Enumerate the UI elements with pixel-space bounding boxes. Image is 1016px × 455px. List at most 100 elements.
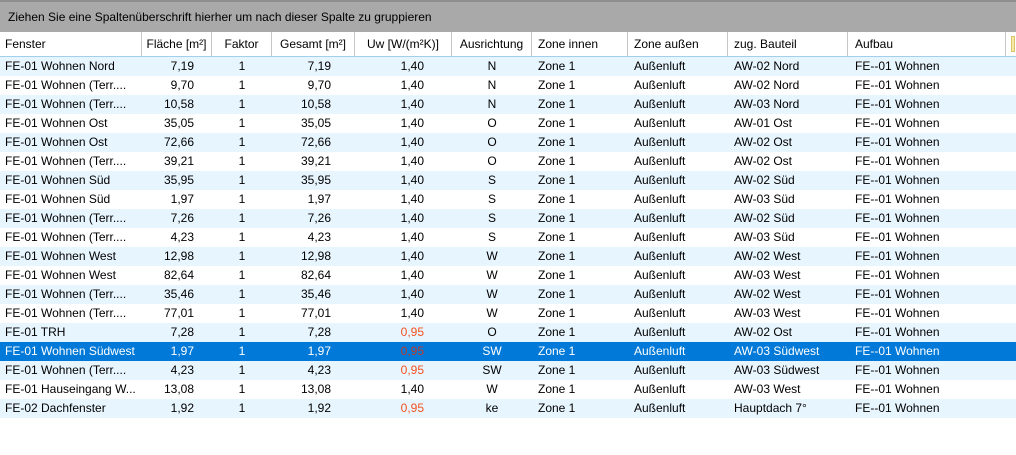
cell-bauteil[interactable]: Hauptdach 7° — [734, 401, 807, 415]
cell-aufbau[interactable]: FE--01 Wohnen — [855, 211, 940, 225]
cell-faktor[interactable]: 1 — [238, 268, 246, 282]
cell-flaeche[interactable]: 12,98 — [163, 249, 194, 263]
cell-flaeche[interactable]: 35,05 — [163, 116, 194, 130]
cell-zone_innen[interactable]: Zone 1 — [538, 230, 576, 244]
table-row[interactable]: FE-01 Wohnen West 82,64 1 82,64 1,40 W Zone 1 A… — [0, 266, 1016, 285]
cell-faktor[interactable]: 1 — [238, 97, 246, 111]
cell-bauteil[interactable]: AW-02 Ost — [734, 135, 793, 149]
table-row[interactable]: FE-01 Wohnen (Terr.... 4,23 1 4,23 1,40 S Zone… — [0, 228, 1016, 247]
cell-ausrichtung[interactable]: W — [486, 382, 498, 396]
cell-zone_innen[interactable]: Zone 1 — [538, 382, 576, 396]
cell-ausrichtung[interactable]: S — [487, 192, 496, 206]
cell-aufbau[interactable]: FE--01 Wohnen — [855, 173, 940, 187]
cell-fenster[interactable]: FE-01 Wohnen Süd — [5, 192, 111, 206]
column-header-faktor[interactable]: Faktor — [212, 32, 272, 56]
cell-zone_innen[interactable]: Zone 1 — [538, 363, 576, 377]
cell-bauteil[interactable]: AW-03 Nord — [734, 97, 800, 111]
cell-faktor[interactable]: 1 — [238, 230, 246, 244]
cell-zone_innen[interactable]: Zone 1 — [538, 116, 576, 130]
cell-fenster[interactable]: FE-01 Wohnen (Terr.... — [5, 154, 127, 168]
cell-zone_innen[interactable]: Zone 1 — [538, 211, 576, 225]
cell-zone_innen[interactable]: Zone 1 — [538, 97, 576, 111]
cell-faktor[interactable]: 1 — [238, 344, 246, 358]
cell-bauteil[interactable]: AW-03 Süd — [734, 192, 795, 206]
cell-flaeche[interactable]: 10,58 — [163, 97, 194, 111]
table-row[interactable]: FE-01 Wohnen Süd 1,97 1 1,97 1,40 S Zone 1 Auße… — [0, 190, 1016, 209]
cell-zone_aussen[interactable]: Außenluft — [634, 306, 686, 320]
cell-fenster[interactable]: FE-01 Wohnen (Terr.... — [5, 306, 127, 320]
cell-bauteil[interactable]: AW-02 Nord — [734, 78, 800, 92]
cell-gesamt[interactable]: 72,66 — [300, 135, 331, 149]
cell-gesamt[interactable]: 7,28 — [307, 325, 331, 339]
cell-zone_aussen[interactable]: Außenluft — [634, 135, 686, 149]
table-row[interactable]: FE-01 Wohnen Süd 35,95 1 35,95 1,40 S Zone 1 Au… — [0, 171, 1016, 190]
cell-gesamt[interactable]: 39,21 — [300, 154, 331, 168]
cell-bauteil[interactable]: AW-03 West — [734, 382, 801, 396]
cell-fenster[interactable]: FE-01 Wohnen Ost — [5, 116, 108, 130]
cell-gesamt[interactable]: 1,97 — [307, 192, 331, 206]
cell-flaeche[interactable]: 4,23 — [170, 230, 194, 244]
cell-uw[interactable]: 1,40 — [400, 59, 424, 73]
cell-faktor[interactable]: 1 — [238, 59, 246, 73]
cell-zone_aussen[interactable]: Außenluft — [634, 382, 686, 396]
cell-bauteil[interactable]: AW-03 Südwest — [734, 363, 820, 377]
cell-ausrichtung[interactable]: O — [487, 116, 497, 130]
cell-ausrichtung[interactable]: O — [487, 325, 497, 339]
cell-zone_aussen[interactable]: Außenluft — [634, 363, 686, 377]
cell-ausrichtung[interactable]: SW — [482, 363, 502, 377]
cell-fenster[interactable]: FE-01 Hauseingang W... — [5, 382, 136, 396]
cell-gesamt[interactable]: 13,08 — [300, 382, 331, 396]
cell-bauteil[interactable]: AW-02 Ost — [734, 154, 793, 168]
cell-fenster[interactable]: FE-01 Wohnen (Terr.... — [5, 78, 127, 92]
cell-flaeche[interactable]: 35,95 — [163, 173, 194, 187]
table-row[interactable]: FE-01 TRH 7,28 1 7,28 0,95 O Zone 1 Außenluft AW… — [0, 323, 1016, 342]
cell-zone_innen[interactable]: Zone 1 — [538, 306, 576, 320]
cell-aufbau[interactable]: FE--01 Wohnen — [855, 230, 940, 244]
table-row[interactable]: FE-01 Wohnen (Terr.... 4,23 1 4,23 0,95 SW Zon… — [0, 361, 1016, 380]
cell-uw[interactable]: 1,40 — [400, 382, 424, 396]
table-row[interactable]: FE-01 Wohnen West 12,98 1 12,98 1,40 W Zone 1 A… — [0, 247, 1016, 266]
cell-zone_innen[interactable]: Zone 1 — [538, 135, 576, 149]
cell-flaeche[interactable]: 39,21 — [163, 154, 194, 168]
cell-aufbau[interactable]: FE--01 Wohnen — [855, 268, 940, 282]
cell-faktor[interactable]: 1 — [238, 401, 246, 415]
cell-bauteil[interactable]: AW-02 West — [734, 249, 801, 263]
table-row-selected[interactable]: FE-01 Wohnen Südwest 1,97 1 1,97 0,95 SW Zone … — [0, 342, 1016, 361]
cell-ausrichtung[interactable]: W — [486, 306, 498, 320]
cell-faktor[interactable]: 1 — [238, 154, 246, 168]
cell-flaeche[interactable]: 1,97 — [170, 192, 194, 206]
cell-zone_aussen[interactable]: Außenluft — [634, 59, 686, 73]
cell-zone_innen[interactable]: Zone 1 — [538, 401, 576, 415]
cell-faktor[interactable]: 1 — [238, 287, 246, 301]
column-header-gesamt[interactable]: Gesamt [m²] — [272, 32, 355, 56]
cell-ausrichtung[interactable]: W — [486, 287, 498, 301]
column-header-zone_innen[interactable]: Zone innen — [532, 32, 628, 56]
cell-aufbau[interactable]: FE--01 Wohnen — [855, 382, 940, 396]
cell-flaeche[interactable]: 72,66 — [163, 135, 194, 149]
cell-zone_aussen[interactable]: Außenluft — [634, 344, 686, 358]
cell-uw[interactable]: 1,40 — [400, 306, 424, 320]
cell-zone_aussen[interactable]: Außenluft — [634, 154, 686, 168]
table-row[interactable]: FE-01 Wohnen (Terr.... 35,46 1 35,46 1,40 W Zo… — [0, 285, 1016, 304]
cell-ausrichtung[interactable]: ke — [485, 401, 499, 415]
column-header-ausrichtung[interactable]: Ausrichtung — [452, 32, 532, 56]
table-row[interactable]: FE-01 Wohnen Ost 35,05 1 35,05 1,40 O Zone 1 Au… — [0, 114, 1016, 133]
cell-fenster[interactable]: FE-02 Dachfenster — [5, 401, 106, 415]
cell-gesamt[interactable]: 7,19 — [307, 59, 331, 73]
cell-ausrichtung[interactable]: W — [486, 268, 498, 282]
cell-flaeche[interactable]: 77,01 — [163, 306, 194, 320]
cell-faktor[interactable]: 1 — [238, 116, 246, 130]
group-by-panel[interactable]: Ziehen Sie eine Spaltenüberschrift hierh… — [0, 0, 1016, 32]
cell-faktor[interactable]: 1 — [238, 363, 246, 377]
cell-zone_innen[interactable]: Zone 1 — [538, 287, 576, 301]
cell-flaeche[interactable]: 35,46 — [163, 287, 194, 301]
cell-fenster[interactable]: FE-01 Wohnen West — [5, 268, 116, 282]
cell-zone_aussen[interactable]: Außenluft — [634, 116, 686, 130]
column-header-fenster[interactable]: Fenster — [0, 32, 142, 56]
cell-gesamt[interactable]: 4,23 — [307, 363, 331, 377]
cell-flaeche[interactable]: 13,08 — [163, 382, 194, 396]
cell-fenster[interactable]: FE-01 Wohnen (Terr.... — [5, 97, 127, 111]
cell-zone_aussen[interactable]: Außenluft — [634, 97, 686, 111]
cell-uw[interactable]: 0,95 — [400, 401, 424, 415]
cell-aufbau[interactable]: FE--01 Wohnen — [855, 249, 940, 263]
